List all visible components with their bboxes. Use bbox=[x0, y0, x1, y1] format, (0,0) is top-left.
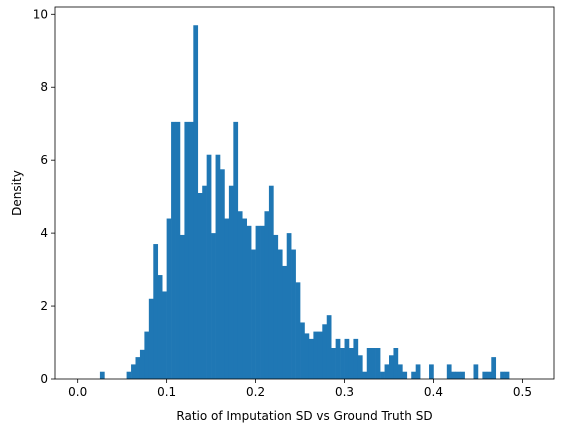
histogram-bar bbox=[313, 331, 319, 379]
histogram-bar bbox=[331, 348, 336, 379]
histogram-bar bbox=[273, 234, 279, 379]
histogram-bar bbox=[237, 211, 243, 379]
histogram-bar bbox=[224, 218, 230, 379]
histogram-bar bbox=[460, 371, 465, 379]
histogram-bar bbox=[131, 364, 136, 379]
histogram-bar bbox=[99, 371, 105, 379]
histogram-bar bbox=[473, 364, 479, 379]
histogram-bar bbox=[220, 169, 225, 379]
histogram-bar bbox=[184, 121, 190, 379]
histogram-bar bbox=[228, 185, 234, 379]
histogram-bar bbox=[202, 185, 207, 379]
histogram-bar bbox=[179, 234, 185, 379]
histogram-bar bbox=[402, 371, 408, 379]
histogram-bar bbox=[375, 348, 381, 379]
histogram-bar bbox=[326, 315, 332, 379]
y-tick-label: 8 bbox=[40, 80, 48, 94]
histogram-bar bbox=[362, 371, 368, 379]
x-tick-label: 0.4 bbox=[424, 385, 443, 399]
histogram-bar bbox=[291, 249, 296, 379]
histogram-bar bbox=[308, 338, 314, 379]
histogram-bar bbox=[429, 364, 434, 379]
histogram-bar bbox=[389, 355, 394, 379]
histogram-bar bbox=[300, 322, 305, 379]
histogram-bar bbox=[193, 25, 199, 380]
histogram-bar bbox=[504, 371, 510, 379]
histogram-bar bbox=[344, 338, 350, 379]
histogram-bar bbox=[353, 338, 359, 379]
histogram-bar bbox=[135, 357, 141, 379]
x-tick-label: 0.1 bbox=[157, 385, 176, 399]
y-tick-label: 2 bbox=[40, 299, 48, 313]
histogram-bar bbox=[411, 371, 416, 379]
histogram-bar bbox=[340, 348, 345, 379]
histogram-bar bbox=[264, 211, 270, 379]
y-tick-label: 10 bbox=[33, 7, 48, 21]
histogram-bar bbox=[415, 364, 421, 379]
histogram-bar bbox=[455, 371, 461, 379]
histogram-bar bbox=[491, 357, 497, 379]
histogram-bar bbox=[366, 348, 372, 379]
histogram-bar bbox=[357, 355, 363, 379]
histogram-bar bbox=[153, 244, 159, 379]
x-tick-label: 0.0 bbox=[68, 385, 87, 399]
x-tick-label: 0.5 bbox=[513, 385, 532, 399]
y-tick-label: 4 bbox=[40, 226, 48, 240]
histogram-bar bbox=[446, 364, 452, 379]
x-axis-ticks: 0.0 0.1 0.2 0.3 0.4 0.5 bbox=[68, 379, 532, 399]
histogram-bar bbox=[162, 291, 167, 379]
histogram-bar bbox=[260, 225, 265, 379]
histogram-bar bbox=[148, 298, 154, 379]
histogram-bar bbox=[255, 225, 261, 379]
histogram-bar bbox=[144, 331, 150, 379]
histogram-bar bbox=[317, 331, 323, 379]
histogram-bar bbox=[175, 121, 181, 379]
histogram-bar bbox=[251, 249, 256, 379]
histogram-bar bbox=[384, 364, 390, 379]
histogram-bar bbox=[197, 193, 203, 379]
y-tick-label: 0 bbox=[40, 372, 48, 386]
y-tick-label: 6 bbox=[40, 153, 48, 167]
histogram-bar bbox=[211, 233, 216, 379]
x-tick-label: 0.2 bbox=[246, 385, 265, 399]
histogram-bar bbox=[371, 348, 376, 379]
x-axis-label: Ratio of Imputation SD vs Ground Truth S… bbox=[176, 409, 432, 423]
histogram-bar bbox=[246, 225, 252, 379]
histogram-bar bbox=[380, 371, 385, 379]
histogram-bar bbox=[215, 154, 221, 379]
histogram-bar bbox=[282, 265, 288, 379]
histogram-bar bbox=[393, 348, 399, 379]
histogram-bar bbox=[171, 121, 176, 379]
histogram-bar bbox=[268, 185, 274, 379]
histogram-bar bbox=[322, 324, 328, 379]
histogram-bar bbox=[126, 371, 132, 379]
histogram-bar bbox=[242, 218, 247, 379]
plot-frame bbox=[54, 6, 555, 380]
histogram-bar bbox=[348, 348, 354, 379]
histogram-bar bbox=[500, 371, 505, 379]
histogram-bar bbox=[233, 121, 239, 379]
histogram-bar bbox=[139, 349, 145, 379]
histogram-bars bbox=[99, 25, 510, 380]
histogram-bar bbox=[304, 333, 310, 379]
histogram-bar bbox=[166, 218, 172, 379]
y-axis-ticks: 0 2 4 6 8 10 bbox=[33, 7, 55, 386]
y-axis-label: Density bbox=[10, 170, 24, 216]
histogram-bar bbox=[286, 233, 292, 379]
histogram-bar bbox=[206, 154, 212, 379]
histogram-bar bbox=[295, 282, 301, 379]
histogram-bar bbox=[486, 371, 492, 379]
histogram-bar bbox=[451, 371, 457, 379]
histogram-bar bbox=[397, 364, 403, 379]
histogram-bar bbox=[188, 121, 194, 379]
histogram-bar bbox=[157, 275, 163, 379]
histogram-bar bbox=[482, 371, 488, 379]
histogram-bar bbox=[277, 249, 283, 379]
x-tick-label: 0.3 bbox=[335, 385, 354, 399]
histogram-bar bbox=[335, 338, 341, 379]
